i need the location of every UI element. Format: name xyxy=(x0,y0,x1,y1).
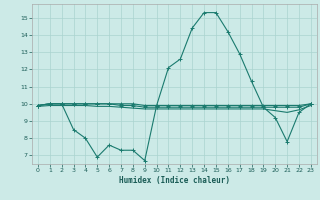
X-axis label: Humidex (Indice chaleur): Humidex (Indice chaleur) xyxy=(119,176,230,185)
